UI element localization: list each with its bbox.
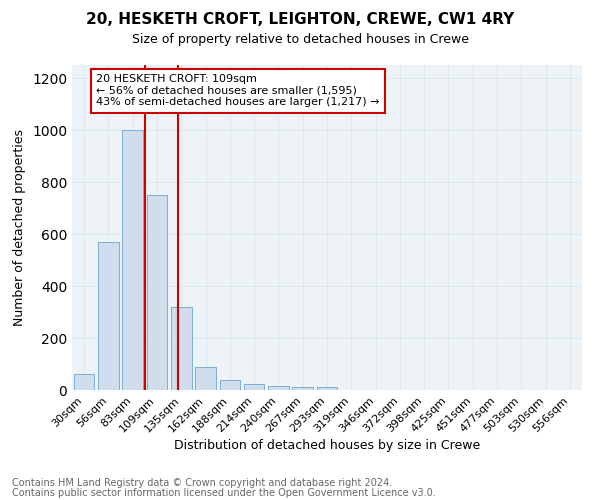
Bar: [317, 388, 337, 390]
Bar: [171, 307, 191, 390]
Bar: [244, 384, 265, 390]
Text: 20, HESKETH CROFT, LEIGHTON, CREWE, CW1 4RY: 20, HESKETH CROFT, LEIGHTON, CREWE, CW1 …: [86, 12, 514, 28]
Text: Contains public sector information licensed under the Open Government Licence v3: Contains public sector information licen…: [12, 488, 436, 498]
Bar: [292, 388, 313, 390]
Bar: [268, 386, 289, 390]
Bar: [98, 242, 119, 390]
Text: 20 HESKETH CROFT: 109sqm
← 56% of detached houses are smaller (1,595)
43% of sem: 20 HESKETH CROFT: 109sqm ← 56% of detach…: [96, 74, 380, 108]
Bar: [74, 374, 94, 390]
Bar: [220, 380, 240, 390]
Text: Size of property relative to detached houses in Crewe: Size of property relative to detached ho…: [131, 32, 469, 46]
Bar: [122, 130, 143, 390]
Bar: [195, 366, 216, 390]
Y-axis label: Number of detached properties: Number of detached properties: [13, 129, 26, 326]
X-axis label: Distribution of detached houses by size in Crewe: Distribution of detached houses by size …: [174, 440, 480, 452]
Bar: [146, 195, 167, 390]
Text: Contains HM Land Registry data © Crown copyright and database right 2024.: Contains HM Land Registry data © Crown c…: [12, 478, 392, 488]
